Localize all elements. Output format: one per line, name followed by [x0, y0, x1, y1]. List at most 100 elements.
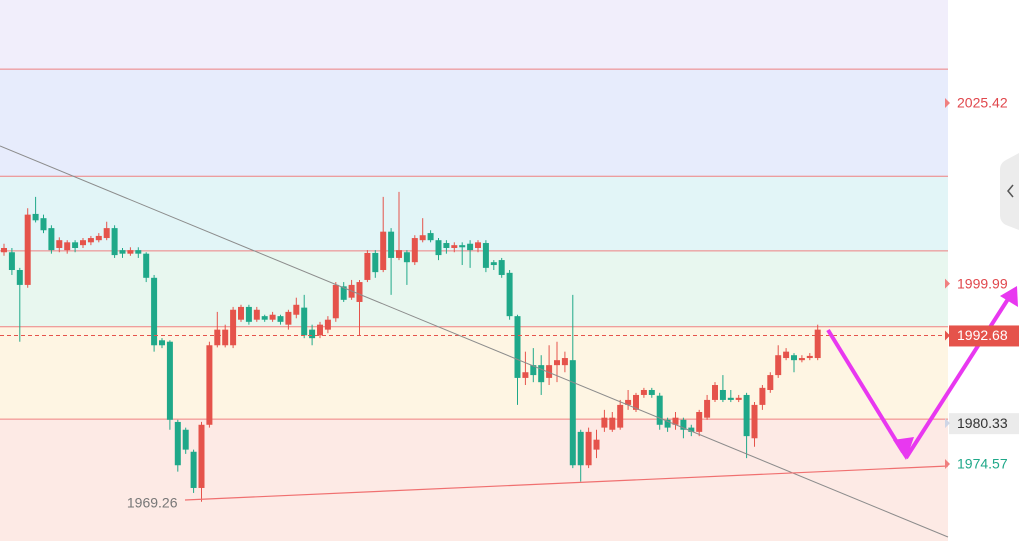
candle-body — [482, 243, 489, 268]
candle-body — [340, 286, 347, 300]
candle-body — [585, 431, 592, 466]
candle-body — [317, 324, 323, 336]
candle-body — [356, 282, 363, 302]
trend-line — [0, 145, 949, 538]
candle-body — [166, 341, 173, 420]
candle-body — [443, 243, 450, 248]
candle-body — [253, 309, 260, 320]
candle-body — [530, 365, 537, 376]
candle-body — [791, 355, 797, 361]
band — [0, 250, 948, 327]
price-marker — [945, 459, 950, 470]
collapse-tab[interactable] — [1000, 153, 1019, 230]
arrow-head — [893, 437, 914, 460]
price-labels: 2025.42 1999.99 1992.68 1980.33 1974.57 — [945, 95, 1019, 472]
candle-body — [56, 240, 63, 248]
candle-body — [696, 411, 703, 432]
price-label: 1980.33 — [957, 415, 1008, 431]
candle-body — [775, 355, 782, 376]
candle-body — [672, 417, 679, 425]
candle-body — [24, 214, 31, 285]
candle-body — [8, 252, 15, 271]
candle-body — [656, 395, 663, 425]
candle-body — [435, 240, 442, 256]
candle-body — [198, 424, 205, 488]
low-label: 1969.26 — [127, 494, 178, 510]
candle-body — [751, 404, 758, 439]
candle-body — [664, 419, 671, 428]
forecast-arrow — [826, 328, 905, 454]
price-marker — [945, 418, 950, 429]
candle-body — [403, 252, 410, 263]
candle-body — [419, 235, 426, 241]
candle-body — [261, 316, 268, 320]
candle-body — [609, 417, 616, 430]
candle-body — [759, 387, 766, 405]
candle-body — [522, 372, 529, 378]
candle-body — [727, 397, 734, 400]
candle-body — [411, 238, 418, 263]
candle-body — [396, 250, 402, 258]
candle-body — [475, 242, 481, 248]
candle-body — [143, 253, 150, 278]
band — [0, 326, 948, 420]
candle-body — [712, 385, 718, 400]
candle-body — [64, 242, 71, 251]
candle-body — [427, 233, 434, 241]
price-label: 1992.68 — [957, 327, 1008, 343]
band — [0, 69, 948, 177]
candle-body — [80, 240, 86, 246]
price-label: 1999.99 — [957, 275, 1008, 291]
candle-body — [119, 250, 126, 254]
candle-body — [514, 316, 521, 378]
arrow-head — [1000, 286, 1018, 307]
candle-body — [719, 389, 726, 400]
candle-body — [633, 394, 639, 410]
price-marker — [945, 278, 950, 289]
candle-body — [546, 365, 553, 378]
candle-body — [269, 314, 276, 320]
candle-body — [127, 250, 134, 254]
candle-body — [309, 329, 316, 339]
candle-body — [372, 252, 379, 273]
candle-body — [648, 389, 655, 395]
band — [0, 0, 948, 70]
candle-body — [577, 431, 584, 466]
candle-body — [814, 329, 821, 359]
candle-body — [743, 394, 750, 437]
candle-body — [238, 306, 244, 320]
candle-body — [40, 218, 47, 231]
price-marker — [945, 98, 950, 109]
candle-body — [151, 277, 158, 346]
candle-body — [767, 375, 774, 390]
candle-body — [490, 262, 497, 266]
band — [0, 176, 948, 251]
candle-body — [206, 345, 213, 425]
candle-body — [735, 397, 742, 400]
candle-body — [230, 309, 237, 346]
candle-body — [561, 358, 568, 366]
candle-body — [625, 399, 632, 405]
candle-body — [285, 311, 292, 325]
candle-body — [293, 304, 300, 315]
candle-body — [87, 238, 94, 243]
candle-body — [798, 358, 805, 361]
candle-body — [506, 272, 513, 317]
chevron-icon — [1007, 184, 1014, 198]
candle-body — [451, 245, 458, 248]
candle-body — [1, 247, 7, 253]
candle-body — [688, 427, 695, 432]
candle-body — [380, 231, 387, 271]
candle-body — [174, 421, 181, 466]
candle-body — [593, 439, 600, 450]
candle-body — [680, 419, 687, 430]
candle-body — [364, 252, 371, 280]
candle-body — [467, 243, 474, 251]
candle-body — [301, 307, 308, 336]
price-label-box — [949, 325, 1019, 347]
candle-body — [182, 429, 189, 450]
candle-body — [704, 399, 711, 418]
candle-body — [245, 306, 252, 322]
candle-body — [388, 231, 395, 258]
